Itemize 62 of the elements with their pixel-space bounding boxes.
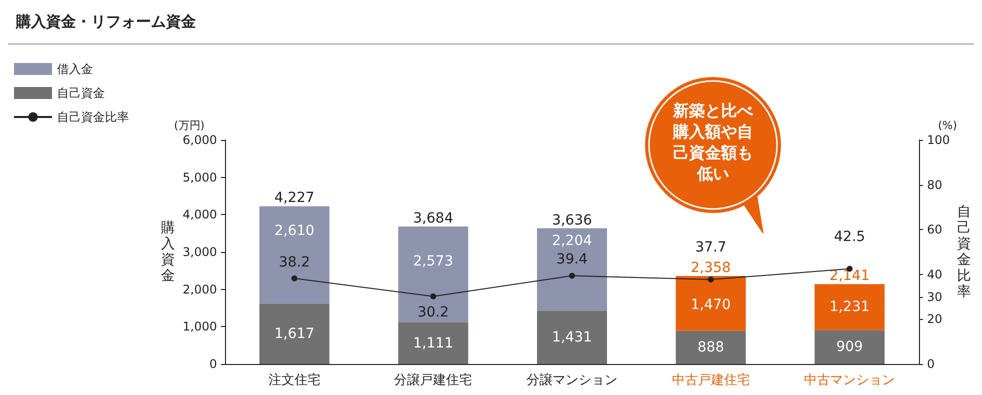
y2-tick-label: 0 [927,357,935,371]
data-label: 2,610 [274,223,314,240]
x-tick-label: 分譲マンション [526,373,618,388]
bar [398,226,468,323]
bar [537,310,607,364]
y-tick-label: 4,000 [182,208,217,222]
y2-tick-label: 40 [927,267,942,282]
bar [814,284,885,330]
y-tick-label: 5,000 [182,170,217,184]
y2-axis-title: 自己資金比率 [957,204,971,300]
chart-title: 購入資金・リフォーム資金 [15,12,196,30]
data-label: 2,204 [552,232,592,249]
y-axis-title: 購入資金 [161,220,175,284]
data-label: 38.2 [278,254,310,270]
data-label: 2,573 [413,253,454,270]
data-label: 1,111 [413,335,454,352]
annotation: 新築と比べ購入額や自己資金額も低い [672,100,754,184]
y-tick-label: 3,000 [182,245,217,259]
y2-tick-label: 20 [927,312,942,326]
text: (%) [938,119,958,132]
data-label: 1,431 [552,329,592,346]
data-label: 39.4 [556,252,588,268]
x-tick-label: 中古マンション [804,373,896,388]
x-tick-label: 中古戸建住宅 [672,372,750,388]
x-tick-label: 注文住宅 [268,372,320,388]
point [708,276,714,283]
point [569,272,575,279]
point [291,275,298,282]
bar [398,322,468,364]
y2-tick-label: 60 [927,222,942,237]
bar [259,304,330,364]
bar [676,276,746,331]
y-tick-label: 2,000 [182,282,217,296]
data-label: 1,470 [690,297,731,314]
point [430,293,436,300]
total-label: 2,358 [690,260,731,276]
bar [814,330,885,364]
y-tick-label: 6,000 [182,133,217,147]
y-tick-label: 1,000 [182,320,217,334]
legend-label: 自己資金 [57,86,105,100]
data-label: 888 [697,339,724,356]
data-label: 1,617 [274,326,314,342]
x-tick-label: 分譲戸建住宅 [394,372,472,388]
data-label: 37.7 [695,240,726,256]
y2-tick-label: 80 [927,178,942,192]
y-tick-label: 0 [209,357,217,371]
total-label: 4,227 [274,190,314,206]
data-label: 909 [836,339,863,356]
text: (万円) [174,119,205,132]
y2-tick-label: 100 [927,133,950,147]
total-label: 3,636 [552,212,592,228]
total-label: 3,684 [413,210,454,226]
y2-tick-label: 30 [927,290,942,304]
legend-label: 借入金 [57,62,93,76]
bar [259,206,330,304]
bar [537,228,607,311]
total-label: 2,141 [830,268,870,284]
data-label: 30.2 [418,304,449,320]
data-label: 42.5 [834,228,866,245]
bar [676,330,746,364]
legend-label: 自己資金比率 [57,110,129,124]
data-label: 1,231 [830,299,870,316]
